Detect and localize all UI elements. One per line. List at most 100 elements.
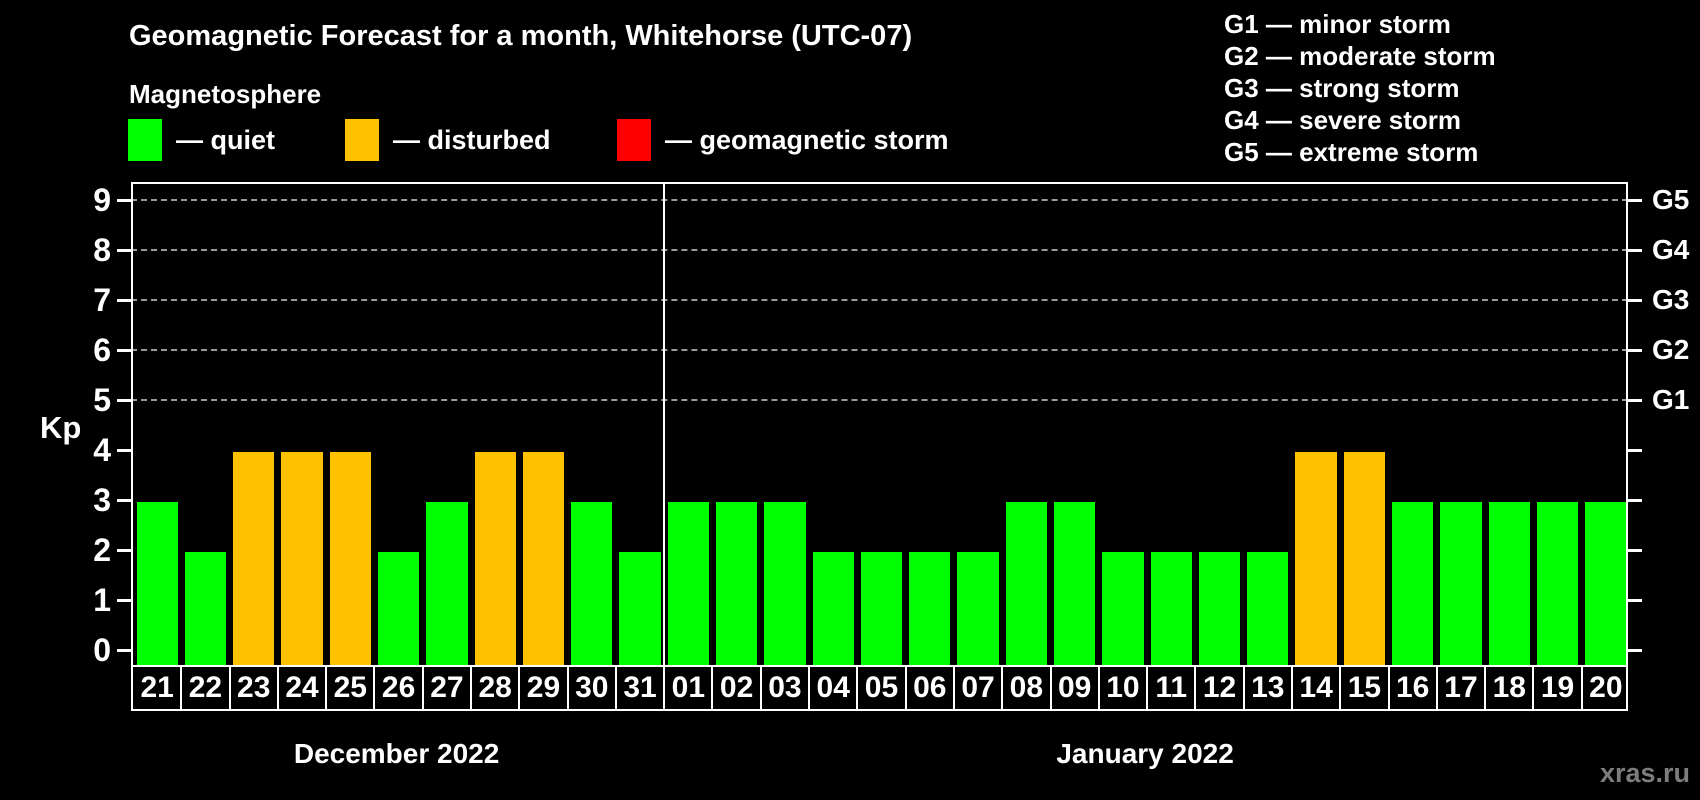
day-cell-divider	[470, 667, 473, 709]
storm-swatch	[617, 119, 651, 161]
legend-label-disturbed: — disturbed	[393, 124, 551, 155]
month-separator-line	[663, 184, 666, 667]
day-label-jan-14: 14	[1299, 671, 1333, 704]
g-legend-line-2: G2 — moderate storm	[1224, 41, 1496, 71]
kp-bar-jan-13	[1247, 552, 1289, 667]
day-cell-divider	[904, 667, 907, 709]
kp-bar-dec-27	[426, 502, 468, 667]
day-label-jan-06: 06	[913, 671, 947, 704]
right-tick-kp6	[1628, 349, 1642, 352]
kp-bar-jan-01	[667, 502, 709, 667]
day-cell-divider	[1435, 667, 1438, 709]
day-label-dec-23: 23	[237, 671, 271, 704]
month-label-december: December 2022	[293, 738, 500, 769]
g-axis-label-g5: G5	[1652, 184, 1690, 215]
day-cell-divider	[1146, 667, 1149, 709]
disturbed-swatch	[345, 119, 379, 161]
day-label-jan-11: 11	[1155, 671, 1188, 704]
kp-bar-dec-24	[281, 452, 323, 667]
right-tick-kp2	[1628, 549, 1642, 552]
right-tick-kp0	[1628, 649, 1642, 652]
day-cell-divider	[1339, 667, 1342, 709]
day-cell-divider	[1484, 667, 1487, 709]
kp-bar-jan-14	[1295, 452, 1337, 667]
day-label-jan-15: 15	[1347, 671, 1382, 704]
gridline-kp9	[131, 199, 1628, 201]
kp-bar-jan-19	[1536, 502, 1579, 667]
day-label-jan-04: 04	[816, 671, 850, 704]
kp-bar-dec-26	[377, 552, 420, 667]
left-tick-kp2	[117, 549, 131, 552]
kp-bar-dec-23	[233, 452, 275, 667]
day-cell-divider	[1580, 667, 1583, 709]
day-cell-divider	[856, 667, 859, 709]
kp-bar-jan-06	[909, 552, 951, 667]
legend-item-storm: — geomagnetic storm	[617, 119, 949, 161]
day-label-jan-05: 05	[864, 671, 899, 704]
kp-bar-jan-11	[1150, 552, 1192, 667]
day-cell-divider	[1194, 667, 1197, 709]
kp-bar-jan-03	[764, 502, 806, 667]
day-cell-divider	[663, 667, 666, 709]
kp-bar-dec-31	[619, 552, 661, 667]
day-label-jan-10: 10	[1106, 671, 1140, 704]
day-cell-divider	[1097, 667, 1100, 709]
kp-bar-jan-17	[1440, 502, 1482, 667]
left-tick-kp8	[117, 249, 131, 252]
legend-label-storm: — geomagnetic storm	[665, 124, 949, 155]
gridline-kp7	[131, 299, 1628, 301]
day-cell-divider	[808, 667, 811, 709]
day-cell-divider	[1532, 667, 1535, 709]
left-tick-kp0	[117, 649, 131, 652]
day-cell-divider	[1387, 667, 1390, 709]
ytick-label-9: 9	[93, 182, 111, 218]
day-label-jan-07: 07	[961, 671, 995, 704]
day-label-dec-21: 21	[140, 671, 174, 704]
day-cell-divider	[711, 667, 714, 709]
day-label-dec-31: 31	[623, 671, 657, 704]
kp-bar-dec-22	[184, 552, 227, 667]
day-cell-divider	[952, 667, 955, 709]
day-label-jan-18: 18	[1492, 671, 1526, 704]
right-tick-kp9	[1628, 199, 1642, 202]
day-label-dec-28: 28	[478, 671, 512, 704]
day-cell-divider	[614, 667, 617, 709]
quiet-swatch	[128, 119, 162, 161]
kp-bar-jan-08	[1005, 502, 1047, 667]
day-label-dec-29: 29	[526, 671, 561, 704]
g-legend-line-5: G5 — extreme storm	[1224, 137, 1479, 167]
day-label-jan-09: 09	[1057, 671, 1092, 704]
right-tick-kp5	[1628, 399, 1642, 402]
day-cell-divider	[518, 667, 521, 709]
kp-bar-dec-30	[571, 502, 613, 667]
ytick-label-5: 5	[93, 382, 111, 418]
kp-axis-label: Kp	[40, 410, 82, 445]
g-axis-label-g1: G1	[1652, 384, 1690, 415]
ytick-label-0: 0	[93, 632, 111, 668]
day-label-jan-20: 20	[1589, 671, 1623, 704]
ytick-label-1: 1	[93, 582, 111, 618]
kp-bar-dec-25	[329, 452, 371, 667]
day-cell-divider	[1290, 667, 1293, 709]
gridline-kp8	[131, 249, 1628, 251]
g-legend-line-3: G3 — strong storm	[1224, 73, 1460, 103]
day-label-jan-17: 17	[1444, 671, 1478, 704]
ytick-label-6: 6	[93, 332, 111, 368]
kp-bar-dec-28	[474, 452, 516, 667]
g-axis-label-g3: G3	[1652, 284, 1690, 315]
kp-bar-jan-07	[957, 552, 999, 667]
day-cell-divider	[566, 667, 569, 709]
day-label-jan-02: 02	[719, 671, 754, 704]
chart-title: Geomagnetic Forecast for a month, Whiteh…	[129, 20, 913, 52]
g-legend-line-1: G1 — minor storm	[1224, 9, 1451, 39]
g-legend-line-4: G4 — severe storm	[1224, 105, 1462, 135]
day-axis: 21 22 23 24 25 26 27 28 29 30 31 01 02 03 04 05 06 07 08 09…	[131, 665, 1628, 711]
day-cell-divider	[325, 667, 328, 709]
legend-item-quiet: — quiet	[128, 119, 275, 161]
day-label-jan-03: 03	[768, 671, 802, 704]
day-label-jan-19: 19	[1540, 671, 1575, 704]
left-tick-kp7	[117, 299, 131, 302]
kp-bar-jan-04	[812, 552, 854, 667]
day-cell-divider	[228, 667, 231, 709]
